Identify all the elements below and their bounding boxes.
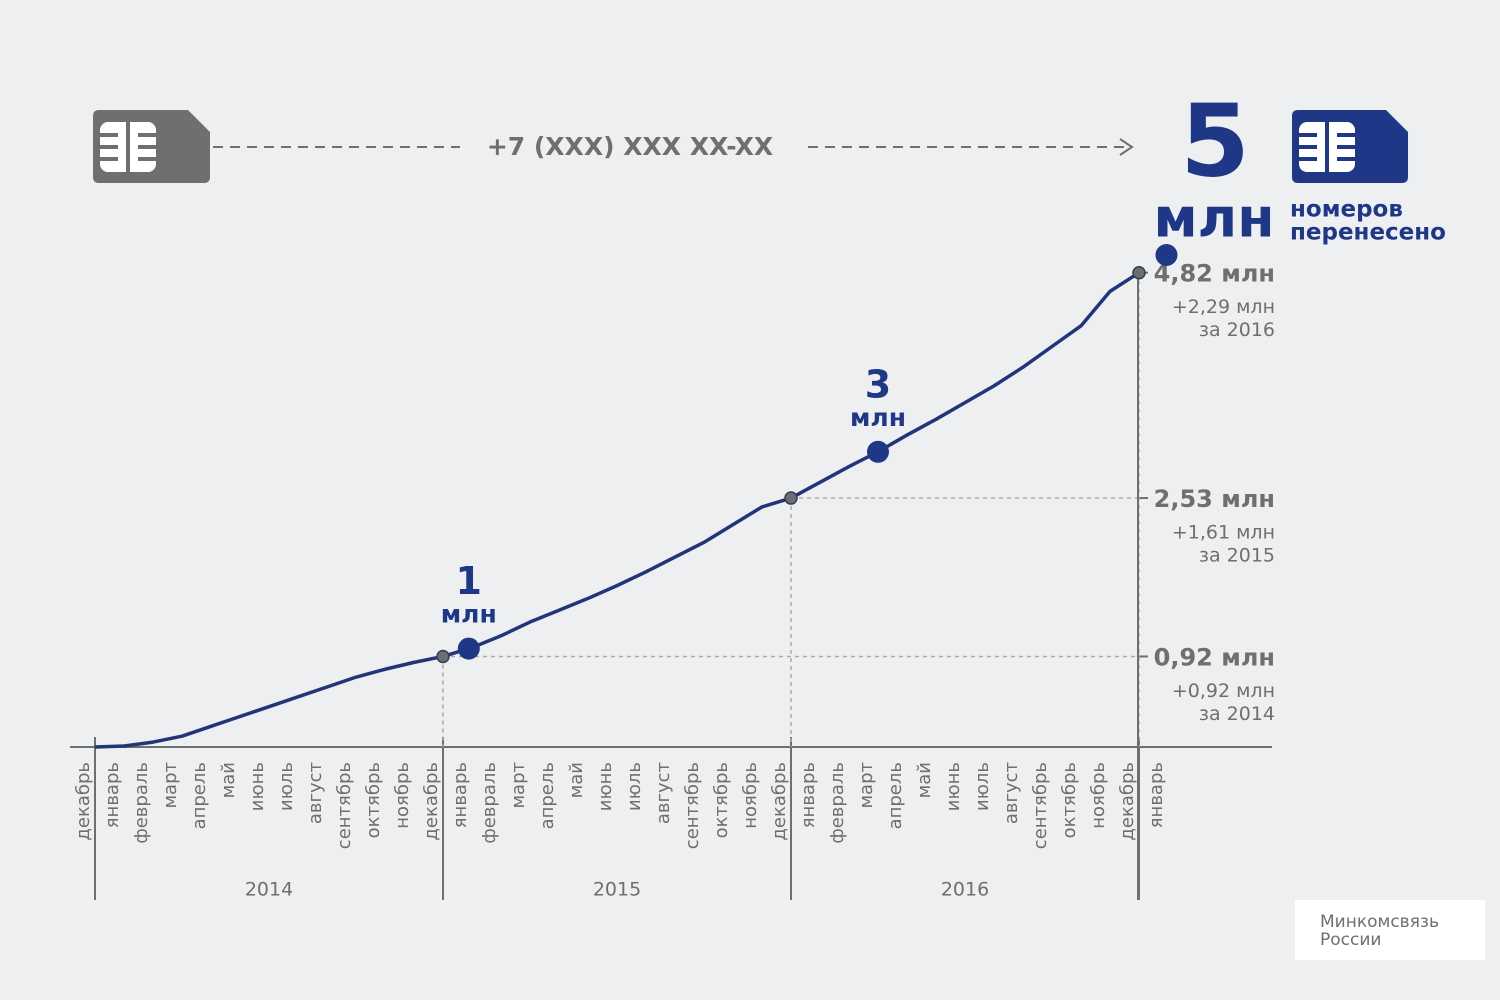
x-tick-label: май — [914, 762, 935, 798]
phone-mask: +7 (XXX) XXX XX-XX — [487, 132, 773, 161]
x-tick-label: декабрь — [1117, 762, 1138, 841]
sim-card-blue — [1292, 110, 1408, 183]
x-tick-label: декабрь — [769, 762, 790, 841]
x-tick-label: февраль — [479, 762, 500, 844]
x-tick-label: январь — [450, 762, 471, 828]
line-series — [94, 271, 1140, 749]
x-tick-label: февраль — [827, 762, 848, 844]
annotation-value: 0,92 млн — [1154, 643, 1275, 671]
x-tick-label: июль — [972, 762, 993, 811]
x-tick-label: апрель — [885, 762, 906, 829]
x-tick-label: май — [566, 762, 587, 798]
annotation-change: +1,61 млн — [1172, 522, 1275, 544]
milestone-point — [867, 440, 889, 463]
logo-text: Минкомсвязь — [1320, 912, 1439, 932]
x-tick-label: июнь — [595, 762, 616, 811]
x-tick-label: октябрь — [363, 762, 384, 838]
annotation-period: за 2016 — [1199, 319, 1275, 341]
milestone-point — [457, 637, 480, 660]
x-tick-label: июль — [276, 762, 297, 811]
headline-number: 5 — [1180, 82, 1250, 199]
x-tick-label: сентябрь — [682, 762, 703, 849]
x-tick-label: июнь — [943, 762, 964, 811]
x-tick-label: июнь — [247, 762, 268, 811]
x-tick-label: август — [305, 762, 326, 824]
milestone-point — [1155, 244, 1178, 266]
milestone-unit: млн — [850, 403, 906, 432]
x-tick-label: январь — [798, 762, 819, 828]
x-tick-label: декабрь — [421, 762, 442, 841]
x-tick-label: октябрь — [1059, 762, 1080, 838]
headline-caption: номеров — [1290, 197, 1403, 223]
x-tick-label: декабрь — [73, 762, 94, 841]
x-tick-label: февраль — [131, 762, 152, 844]
annotation-point — [1132, 265, 1146, 280]
x-tick-label: январь — [1146, 762, 1167, 828]
x-tick-label: июль — [624, 762, 645, 811]
x-tick-label: март — [508, 762, 529, 809]
x-tick-label: апрель — [537, 762, 558, 829]
x-tick-label: март — [856, 762, 877, 809]
x-tick-label: сентябрь — [334, 762, 355, 849]
annotation-point — [436, 649, 450, 664]
x-tick-label: ноябрь — [1088, 762, 1109, 829]
x-tick-label: ноябрь — [740, 762, 761, 829]
annotation-point — [784, 491, 798, 505]
milestone-unit: млн — [441, 600, 497, 629]
milestone-label: 3 — [865, 362, 891, 406]
annotation-change: +2,29 млн — [1172, 296, 1275, 318]
annotation-change: +0,92 млн — [1172, 680, 1275, 702]
headline-caption: перенесено — [1290, 220, 1446, 246]
x-tick-label: апрель — [189, 762, 210, 829]
annotation-value: 2,53 млн — [1154, 485, 1275, 513]
sim-card-grey — [93, 110, 210, 183]
x-tick-label: октябрь — [711, 762, 732, 838]
logo-text: России — [1320, 930, 1381, 950]
x-tick-label: март — [160, 762, 181, 809]
arrow-head — [1119, 138, 1134, 156]
milestone-label: 1 — [456, 559, 482, 603]
logo-box — [1295, 900, 1485, 960]
year-label: 2016 — [941, 879, 989, 901]
x-tick-label: ноябрь — [392, 762, 413, 829]
x-tick-label: август — [653, 762, 674, 824]
x-tick-label: январь — [102, 762, 123, 828]
headline-unit: млн — [1154, 187, 1275, 250]
annotation-period: за 2014 — [1199, 703, 1275, 725]
annotation-period: за 2015 — [1199, 545, 1275, 567]
year-label: 2014 — [245, 879, 293, 901]
year-label: 2015 — [593, 879, 641, 901]
x-tick-label: сентябрь — [1030, 762, 1051, 849]
x-tick-label: май — [218, 762, 239, 798]
x-tick-label: август — [1001, 762, 1022, 824]
annotation-value: 4,82 млн — [1154, 260, 1275, 288]
